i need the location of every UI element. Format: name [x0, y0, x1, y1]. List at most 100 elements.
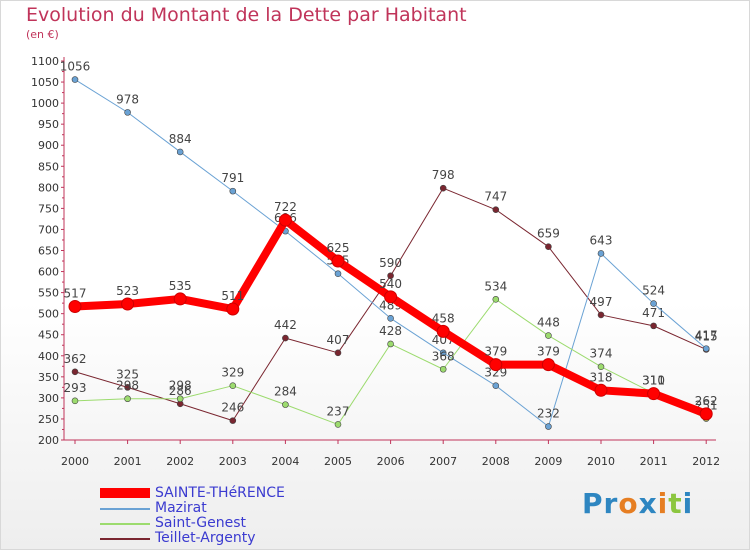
- legend-label-mazirat: Mazirat: [155, 500, 207, 516]
- y-tick-label: 650: [38, 245, 59, 258]
- chart-title: Evolution du Montant de la Dette par Hab…: [26, 4, 467, 26]
- data-point: [597, 311, 605, 319]
- data-point: [331, 254, 345, 268]
- legend-item-saint-genest: Saint-Genest: [100, 515, 350, 531]
- y-tick-label: 300: [38, 392, 59, 405]
- y-tick-label: 800: [38, 181, 59, 194]
- data-label: 524: [642, 284, 665, 298]
- data-label: 374: [590, 347, 613, 361]
- legend-item-teillet-argenty: Teillet-Argenty: [100, 530, 350, 546]
- data-point: [334, 421, 342, 428]
- data-point: [492, 206, 500, 213]
- x-tick-label: 2008: [482, 455, 510, 468]
- x-tick-label: 2007: [429, 455, 457, 468]
- data-point: [650, 300, 657, 307]
- legend-swatch-sainte-therence: [100, 488, 150, 498]
- y-tick-label: 600: [38, 266, 59, 279]
- legend-swatch-saint-genest: [100, 523, 150, 525]
- data-label: 407: [327, 333, 350, 347]
- legend-item-mazirat: Mazirat: [100, 500, 350, 516]
- legend-label-saint-genest: Saint-Genest: [155, 515, 247, 531]
- data-label: 262: [695, 394, 718, 408]
- legend-swatch-teillet-argenty: [100, 538, 150, 540]
- data-label: 511: [221, 289, 244, 303]
- data-point: [282, 401, 289, 408]
- data-label: 747: [484, 190, 507, 204]
- data-point: [541, 358, 555, 372]
- data-label: 458: [432, 311, 455, 325]
- x-tick-label: 2006: [377, 455, 405, 468]
- y-tick-label: 550: [38, 287, 59, 300]
- data-point: [545, 243, 552, 251]
- data-label: 318: [590, 370, 613, 384]
- data-label: 379: [484, 345, 507, 359]
- data-point: [229, 187, 237, 195]
- y-tick-label: 700: [38, 223, 59, 236]
- data-label: 625: [327, 241, 350, 255]
- data-label: 643: [590, 233, 613, 247]
- x-tick-label: 2004: [271, 455, 299, 468]
- data-point: [124, 395, 131, 403]
- y-tick-label: 500: [38, 308, 59, 321]
- data-label: 311: [642, 373, 665, 387]
- y-tick-label: 950: [38, 118, 59, 131]
- y-tick-label: 850: [38, 160, 59, 173]
- x-tick-label: 2011: [640, 455, 668, 468]
- data-label: 362: [64, 352, 87, 366]
- data-label: 329: [484, 366, 507, 380]
- legend: SAINTE-THéRENCE Mazirat Saint-Genest Tei…: [100, 485, 350, 546]
- logo-letter: o: [618, 487, 639, 520]
- data-point: [647, 387, 661, 401]
- data-point: [439, 349, 447, 357]
- data-point: [226, 302, 240, 316]
- data-point: [278, 213, 292, 227]
- data-label: 535: [169, 279, 192, 293]
- data-point: [545, 423, 552, 430]
- logo-letter: i: [682, 487, 694, 520]
- data-point: [594, 383, 608, 397]
- data-label: 534: [484, 279, 507, 293]
- x-tick-label: 2005: [324, 455, 352, 468]
- data-label: 722: [274, 200, 297, 214]
- data-label: 428: [379, 324, 402, 338]
- data-label: 798: [432, 168, 455, 182]
- x-tick-label: 2001: [114, 455, 142, 468]
- data-point: [334, 349, 342, 357]
- data-label: 471: [642, 306, 665, 320]
- data-point: [387, 272, 394, 280]
- y-tick-label: 350: [38, 371, 59, 384]
- y-tick-label: 250: [38, 413, 59, 426]
- y-tick-label: 750: [38, 202, 59, 215]
- data-label: 415: [695, 329, 718, 343]
- data-label: 523: [116, 284, 139, 298]
- data-point: [597, 363, 605, 371]
- data-point: [71, 397, 79, 405]
- data-point: [384, 290, 398, 304]
- chart-unit-label: (en €): [26, 28, 59, 41]
- data-label: 442: [274, 318, 297, 332]
- data-label: 448: [537, 316, 560, 330]
- data-point: [124, 109, 131, 116]
- data-point: [650, 322, 657, 330]
- data-label: 237: [327, 404, 350, 418]
- data-point: [702, 345, 710, 352]
- data-label: 590: [379, 256, 402, 270]
- data-label: 298: [169, 379, 192, 393]
- data-label: 368: [432, 349, 455, 363]
- y-tick-label: 400: [38, 350, 59, 363]
- x-tick-label: 2012: [692, 455, 720, 468]
- y-tick-label: 450: [38, 329, 59, 342]
- data-point: [699, 407, 713, 421]
- data-point: [492, 382, 500, 389]
- data-label: 1056: [60, 60, 91, 74]
- data-label: 246: [221, 401, 244, 415]
- data-label: 659: [537, 227, 560, 241]
- data-point: [71, 76, 79, 83]
- data-label: 791: [221, 171, 244, 185]
- proxiti-logo: Proxiti: [582, 487, 693, 520]
- y-tick-label: 1000: [31, 97, 59, 110]
- data-label: 517: [64, 287, 87, 301]
- data-label: 497: [590, 295, 613, 309]
